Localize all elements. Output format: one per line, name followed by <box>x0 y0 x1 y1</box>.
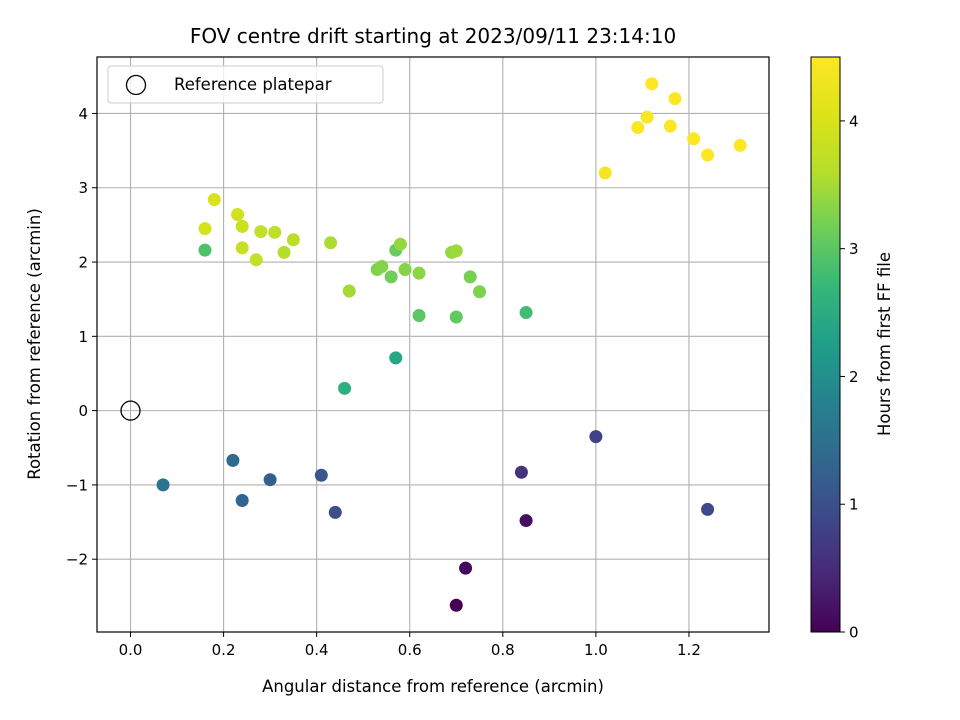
data-point <box>198 222 212 236</box>
data-point <box>314 468 328 482</box>
data-point <box>235 494 249 508</box>
data-point <box>663 119 677 133</box>
data-point <box>338 381 352 395</box>
colorbar-tick-label: 2 <box>849 368 859 386</box>
data-point <box>375 259 389 273</box>
data-point <box>519 306 533 320</box>
data-point <box>449 310 463 324</box>
data-point <box>449 244 463 258</box>
data-point <box>640 110 654 124</box>
colorbar-tick-label: 4 <box>849 112 859 130</box>
data-point <box>393 237 407 251</box>
reference-marker <box>120 400 141 421</box>
y-axis-ticks: −2 −1 0 1 2 3 4 <box>66 105 97 569</box>
data-point <box>231 207 245 221</box>
plot-frame <box>96 56 770 633</box>
x-tick-label: 0.6 <box>398 641 422 659</box>
data-point <box>733 138 747 152</box>
data-point <box>589 430 603 444</box>
x-tick-label: 1.2 <box>677 641 701 659</box>
data-point <box>342 284 356 298</box>
data-point <box>449 598 463 612</box>
data-point <box>631 121 645 135</box>
y-tick-label: 0 <box>78 402 88 420</box>
data-point <box>701 502 715 516</box>
x-tick-label: 0.4 <box>305 641 329 659</box>
data-point <box>235 219 249 233</box>
legend-marker-reference <box>125 74 147 96</box>
data-point <box>328 505 342 519</box>
data-point <box>645 77 659 91</box>
colorbar-gradient <box>811 57 840 632</box>
data-point <box>263 473 277 487</box>
grid <box>97 57 769 632</box>
data-point <box>598 166 612 180</box>
x-tick-label: 1.0 <box>584 641 608 659</box>
y-tick-label: 4 <box>78 105 88 123</box>
plot-area <box>97 57 769 632</box>
data-point <box>226 453 240 467</box>
y-tick-label: −1 <box>66 476 88 494</box>
data-point <box>235 241 249 255</box>
colorbar: 0 1 2 3 4 Hours from first FF file <box>810 56 894 642</box>
y-tick-label: −2 <box>66 551 88 569</box>
colorbar-label: Hours from first FF file <box>875 252 894 436</box>
data-point <box>473 285 487 299</box>
data-point <box>277 245 291 259</box>
data-point <box>412 309 426 323</box>
data-point <box>463 270 477 284</box>
y-tick-label: 1 <box>78 328 88 346</box>
legend-box <box>107 65 384 104</box>
colorbar-frame <box>810 56 841 633</box>
data-point <box>459 561 473 575</box>
data-point <box>156 478 170 492</box>
data-point <box>519 514 533 528</box>
data-point <box>207 193 221 207</box>
y-tick-label: 2 <box>78 254 88 272</box>
y-axis-label: Rotation from reference (arcmin) <box>25 208 44 480</box>
colorbar-tick-label: 3 <box>849 240 859 258</box>
data-point <box>324 236 338 250</box>
data-point <box>514 465 528 479</box>
colorbar-ticks: 0 1 2 3 4 <box>840 112 859 642</box>
data-point <box>249 253 263 267</box>
data-point <box>668 92 682 106</box>
data-point <box>398 262 412 276</box>
legend-label-reference: Reference platepar <box>174 75 332 94</box>
data-point <box>687 132 701 146</box>
colorbar-tick-label: 0 <box>849 624 859 642</box>
legend: Reference platepar <box>107 65 384 104</box>
data-point <box>701 148 715 162</box>
data-point <box>389 351 403 365</box>
data-point <box>286 233 300 247</box>
data-points <box>156 77 747 612</box>
x-tick-label: 0.8 <box>491 641 515 659</box>
x-axis-label: Angular distance from reference (arcmin) <box>262 677 604 696</box>
data-point <box>384 270 398 284</box>
data-point <box>268 225 282 239</box>
chart-title: FOV centre drift starting at 2023/09/11 … <box>190 24 676 48</box>
x-tick-label: 0.0 <box>119 641 143 659</box>
data-point <box>412 266 426 280</box>
reference-platepar-marker <box>120 400 141 421</box>
data-point <box>254 225 268 239</box>
data-point <box>198 243 212 257</box>
x-axis-ticks: 0.0 0.2 0.4 0.6 0.8 1.0 1.2 <box>119 632 701 659</box>
x-tick-label: 0.2 <box>212 641 236 659</box>
colorbar-tick-label: 1 <box>849 496 859 514</box>
y-tick-label: 3 <box>78 179 88 197</box>
